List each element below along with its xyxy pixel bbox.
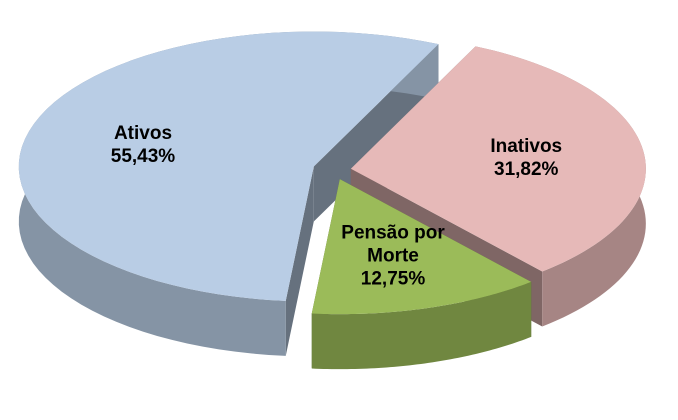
slice-wall bbox=[285, 166, 314, 356]
data-label: Inativos 31,82% bbox=[461, 135, 591, 181]
data-label: Ativos 55,43% bbox=[78, 122, 208, 168]
slice bbox=[18, 31, 439, 301]
slice bbox=[350, 46, 646, 272]
value-label: 55,43% bbox=[110, 146, 176, 168]
slice bbox=[311, 179, 532, 315]
category-label: Ativos bbox=[113, 123, 173, 145]
slice-side bbox=[311, 281, 532, 370]
category-label: Pensão por Morte bbox=[341, 222, 445, 267]
value-label: 31,82% bbox=[494, 158, 559, 180]
value-label: 12,75% bbox=[360, 268, 426, 290]
data-label: Pensão por Morte 12,75% bbox=[328, 222, 458, 291]
category-label: Inativos bbox=[490, 135, 563, 157]
